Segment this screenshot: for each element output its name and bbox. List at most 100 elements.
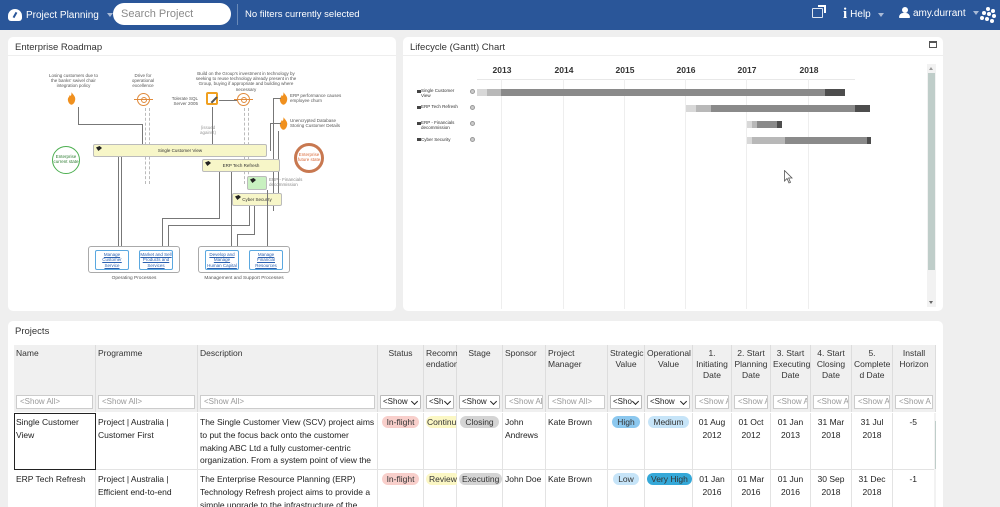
- column-header-initiating-date[interactable]: 1. Initiating Date <Show Al: [693, 345, 732, 412]
- cell-completed-date[interactable]: 31 Dec 2018: [852, 470, 893, 507]
- maximize-icon[interactable]: [929, 41, 937, 48]
- cell-operational-value[interactable]: Very High: [645, 470, 693, 507]
- user-menu-dropdown[interactable]: amy.durrant: [899, 7, 979, 19]
- connector: [162, 218, 220, 219]
- cell-start-executing-date[interactable]: 01 Jun 2016: [771, 470, 811, 507]
- cell-completed-date[interactable]: 31 Jul 2018: [852, 413, 893, 470]
- column-header-name[interactable]: Name <Show All>: [14, 345, 96, 412]
- current-state-node[interactable]: Enterprise current state: [52, 146, 80, 174]
- scroll-up-icon[interactable]: [929, 67, 933, 70]
- cell-stage[interactable]: Executing: [457, 470, 503, 507]
- cell-initiating-date[interactable]: 01 Aug 2012: [693, 413, 732, 470]
- cell-sponsor[interactable]: John Andrews: [503, 413, 546, 470]
- cell-programme[interactable]: Project | Australia | Customer First: [96, 413, 198, 470]
- filter-input-project-manager[interactable]: <Show All>: [548, 395, 605, 409]
- filter-select-status[interactable]: <Show: [380, 395, 421, 409]
- cell-stage[interactable]: Closing: [457, 413, 503, 470]
- gantt-row[interactable]: ERP Tech Refresh: [403, 104, 943, 116]
- filter-select-strategic-value[interactable]: <Sho: [610, 395, 642, 409]
- cell-install-horizon[interactable]: -1: [893, 470, 936, 507]
- column-header-recommendation[interactable]: Recomm endation <Sh: [424, 345, 460, 412]
- search-project-input[interactable]: [113, 3, 231, 25]
- project-box-erp-tech-refresh[interactable]: ERP Tech Refresh: [202, 159, 280, 172]
- help-menu-dropdown[interactable]: i Help: [843, 6, 884, 23]
- cell-description[interactable]: The Single Customer View (SCV) project a…: [198, 413, 378, 491]
- scrollbar-thumb[interactable]: [928, 73, 935, 270]
- cell-install-horizon[interactable]: -5: [893, 413, 936, 470]
- filter-select-recommendation[interactable]: <Sh: [426, 395, 454, 409]
- cell-strategic-value[interactable]: Low: [608, 470, 645, 507]
- filter-input-name[interactable]: <Show All>: [16, 395, 93, 409]
- column-header-operational-value[interactable]: Operational Value <Show: [645, 345, 693, 412]
- cell-recommendation[interactable]: Continue: [424, 413, 457, 470]
- cell-initiating-date[interactable]: 01 Jan 2016: [693, 470, 732, 507]
- gantt-row[interactable]: Cyber Security: [403, 136, 943, 148]
- app-logo-icon[interactable]: [980, 7, 997, 23]
- year-label: 2013: [492, 65, 512, 75]
- process-market-and-sell[interactable]: Market and Sell Products and Services: [139, 250, 173, 270]
- column-header-project-manager[interactable]: Project Manager <Show All>: [546, 345, 608, 412]
- gridline: [563, 79, 564, 309]
- filter-select-stage[interactable]: <Show: [459, 395, 500, 409]
- filter-input-description[interactable]: <Show All>: [200, 395, 375, 409]
- cell-description[interactable]: The Enterprise Resource Planning (ERP) T…: [198, 470, 378, 507]
- column-header-start-executing-date[interactable]: 3. Start Executing Date <Show Al: [771, 345, 811, 412]
- driver-text: Build on the Group's investment in techn…: [195, 71, 297, 92]
- expand-icon[interactable]: [470, 89, 475, 94]
- share-icon[interactable]: [812, 5, 826, 18]
- column-header-strategic-value[interactable]: Strategic Value <Sho: [608, 345, 645, 412]
- cell-strategic-value[interactable]: High: [608, 413, 645, 470]
- cell-sponsor[interactable]: John Doe: [503, 470, 546, 507]
- cell-start-executing-date[interactable]: 01 Jan 2013: [771, 413, 811, 470]
- expand-icon[interactable]: [470, 137, 475, 142]
- scrollbar-thumb[interactable]: [935, 421, 936, 469]
- cell-programme[interactable]: Project | Australia | Efficient end-to-e…: [96, 470, 198, 507]
- filter-input-initiating-date[interactable]: <Show Al: [695, 395, 729, 409]
- table-scrollbar[interactable]: [934, 413, 936, 507]
- future-state-node[interactable]: Enterprise future state: [294, 143, 324, 173]
- column-header-install-horizon[interactable]: Install Horizon <Show A: [893, 345, 936, 412]
- filter-input-install-horizon[interactable]: <Show A: [895, 395, 933, 409]
- scroll-down-icon[interactable]: [929, 301, 933, 304]
- column-header-stage[interactable]: Stage <Show: [457, 345, 503, 412]
- cell-recommendation[interactable]: Review: [424, 470, 460, 507]
- filter-input-start-planning-date[interactable]: <Show A: [734, 395, 768, 409]
- process-develop-human-capital[interactable]: Develop and Manage Human Capital: [205, 250, 239, 270]
- cell-project-manager[interactable]: Kate Brown: [546, 413, 608, 470]
- cell-start-planning-date[interactable]: 01 Oct 2012: [732, 413, 771, 470]
- column-header-status[interactable]: Status <Show: [378, 345, 424, 412]
- column-header-sponsor[interactable]: Sponsor <Show All: [503, 345, 546, 412]
- column-header-start-closing-date[interactable]: 4. Start Closing Date <Show Al: [811, 345, 852, 412]
- filter-input-programme[interactable]: <Show All>: [98, 395, 195, 409]
- app-menu-dropdown[interactable]: Project Planning: [8, 7, 113, 23]
- process-manage-customer-service[interactable]: Manage Customer Service: [95, 250, 129, 270]
- expand-icon[interactable]: [470, 105, 475, 110]
- column-header-start-planning-date[interactable]: 2. Start Planning Date <Show A: [732, 345, 771, 412]
- cell-name[interactable]: Single Customer View: [14, 413, 96, 470]
- cell-start-closing-date[interactable]: 30 Sep 2018: [811, 470, 852, 507]
- filter-input-start-executing-date[interactable]: <Show Al: [773, 395, 808, 409]
- project-box-cyber-security[interactable]: Cyber Security: [232, 193, 282, 206]
- gantt-scrollbar[interactable]: [927, 64, 936, 307]
- project-box-single-customer-view[interactable]: Single Customer View: [93, 144, 267, 157]
- cell-status[interactable]: In-flight: [378, 413, 424, 470]
- gantt-row[interactable]: Single Customer View: [403, 88, 943, 100]
- filter-input-completed-date[interactable]: <Show Al: [854, 395, 890, 409]
- gantt-row[interactable]: ERP - Financials decommission: [403, 120, 943, 132]
- column-header-description[interactable]: Description <Show All>: [198, 345, 378, 412]
- cell-start-planning-date[interactable]: 01 Mar 2016: [732, 470, 771, 507]
- column-header-programme[interactable]: Programme <Show All>: [96, 345, 198, 412]
- cell-project-manager[interactable]: Kate Brown: [546, 470, 608, 507]
- cell-status[interactable]: In-flight: [378, 470, 424, 507]
- filter-select-operational-value[interactable]: <Show: [647, 395, 690, 409]
- expand-icon[interactable]: [470, 121, 475, 126]
- cell-name[interactable]: ERP Tech Refresh: [14, 470, 96, 507]
- cell-operational-value[interactable]: Medium: [645, 413, 693, 470]
- process-manage-financial-resources[interactable]: Manage Financial Resources: [249, 250, 283, 270]
- value-badge: Medium: [648, 416, 689, 428]
- filter-input-start-closing-date[interactable]: <Show Al: [813, 395, 849, 409]
- column-header-completed-date[interactable]: 5. Complete d Date <Show Al: [852, 345, 893, 412]
- cell-start-closing-date[interactable]: 31 Mar 2018: [811, 413, 852, 470]
- project-box-erp-decommission[interactable]: [247, 176, 267, 190]
- filter-input-sponsor[interactable]: <Show All: [505, 395, 543, 409]
